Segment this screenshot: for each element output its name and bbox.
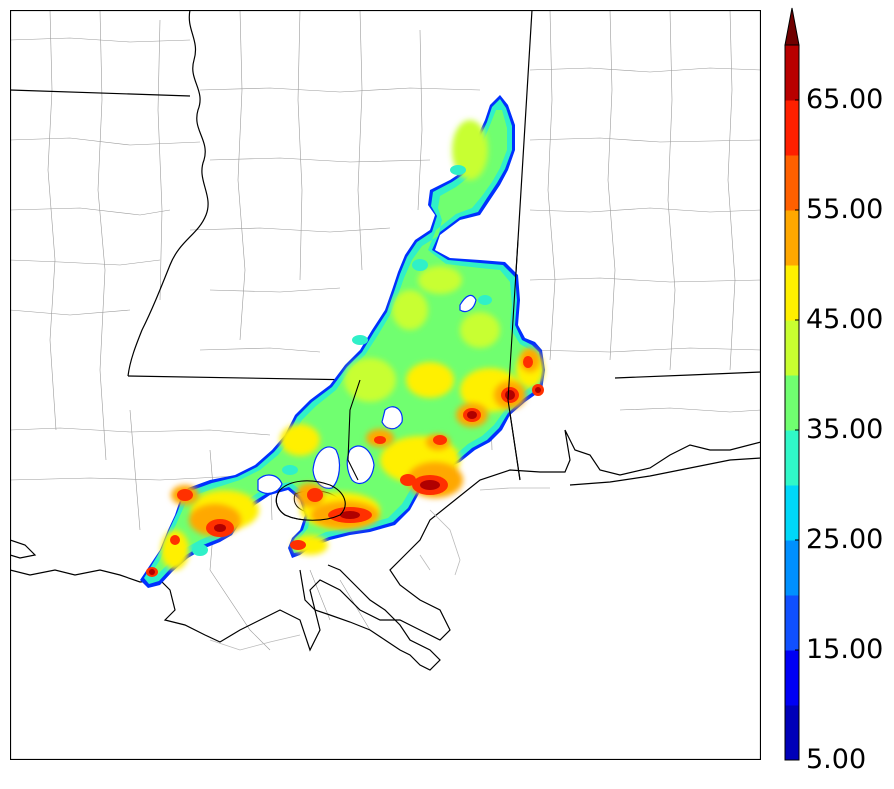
red-9-core — [149, 569, 155, 575]
cyan-4 — [478, 295, 492, 305]
patch-3 — [392, 290, 428, 330]
hole-maurepas — [257, 474, 283, 494]
colorbar-tick-label-2: 25.00 — [806, 524, 884, 555]
red-15 — [374, 436, 386, 444]
colorbar-svg — [784, 7, 800, 761]
red-6 — [307, 488, 323, 502]
mississippi-delta — [299, 564, 441, 671]
cyan-6 — [192, 544, 208, 556]
west-coast-fragment — [10, 539, 37, 559]
state-overlay — [275, 239, 521, 521]
colorbar-segment — [785, 155, 799, 211]
patch-12 — [161, 530, 189, 570]
red-12 — [523, 356, 533, 368]
colorbar-tick-label-6: 65.00 — [806, 84, 884, 115]
colorbar-segment — [785, 540, 799, 596]
colorbar-segment — [785, 210, 799, 266]
mississippi-river — [127, 10, 209, 377]
patch-14 — [292, 535, 328, 555]
field-red-cores — [146, 356, 544, 577]
red-7-core — [214, 524, 226, 532]
red-10 — [290, 540, 306, 550]
map-frame — [9, 9, 762, 761]
map-panel — [9, 9, 762, 761]
colorbar-segment — [785, 320, 799, 376]
colorbar-segment — [785, 430, 799, 486]
colorbar-extend-triangle — [784, 7, 800, 46]
state-boundaries — [10, 10, 761, 671]
patch-6 — [406, 362, 454, 398]
red-3-core — [420, 480, 440, 490]
colorbar-tick-label-0: 5.00 — [806, 744, 867, 775]
colorbar-tick-label-5: 55.00 — [806, 194, 884, 225]
field-holes — [257, 294, 477, 514]
red-1-core — [467, 411, 477, 419]
colorbar-segment — [785, 650, 799, 706]
red-5-core — [340, 511, 360, 519]
hole-west — [312, 446, 341, 489]
patch-4 — [460, 312, 500, 348]
cyan-3 — [352, 335, 368, 345]
state-border-al-fl — [614, 371, 761, 379]
colorbar-outline — [784, 44, 800, 761]
colorbar: 5.00 15.00 25.00 35.00 45.00 55.00 65.00 — [776, 0, 894, 785]
colorbar-segment — [785, 45, 799, 101]
red-13 — [170, 535, 180, 545]
hole-small — [381, 406, 403, 430]
barrier-coast — [569, 457, 761, 486]
red-8 — [177, 489, 193, 501]
state-border-la-ms — [127, 375, 361, 381]
red-2-core — [505, 390, 515, 400]
red-11-core — [535, 387, 541, 393]
red-4 — [400, 474, 416, 486]
patch-1 — [452, 120, 488, 180]
colorbar-segment — [785, 100, 799, 156]
patch-8 — [280, 424, 320, 456]
cyan-1 — [450, 165, 466, 175]
field-patches — [161, 120, 544, 570]
coastal-islands — [209, 487, 550, 651]
map-svg — [9, 9, 762, 761]
patch-5 — [344, 358, 396, 402]
patch-2 — [418, 266, 462, 294]
hole-central — [346, 445, 375, 485]
red-14 — [433, 435, 447, 445]
gulf-coastline — [10, 429, 761, 652]
cyan-2 — [412, 259, 428, 271]
colorbar-segment — [785, 485, 799, 541]
hole-north — [459, 294, 477, 313]
colorbar-tick-label-1: 15.00 — [806, 634, 884, 665]
colorbar-tick-label-4: 45.00 — [806, 304, 884, 335]
field-cyan-highlights — [192, 165, 492, 556]
colorbar-segment — [785, 375, 799, 431]
colorbar-tick-label-3: 35.00 — [806, 414, 884, 445]
state-border-north — [10, 89, 191, 97]
cyan-5 — [282, 465, 298, 475]
colorbar-segment — [785, 265, 799, 321]
colorbar-segment — [785, 705, 799, 761]
intensity-field — [140, 95, 545, 588]
colorbar-segment — [785, 595, 799, 651]
